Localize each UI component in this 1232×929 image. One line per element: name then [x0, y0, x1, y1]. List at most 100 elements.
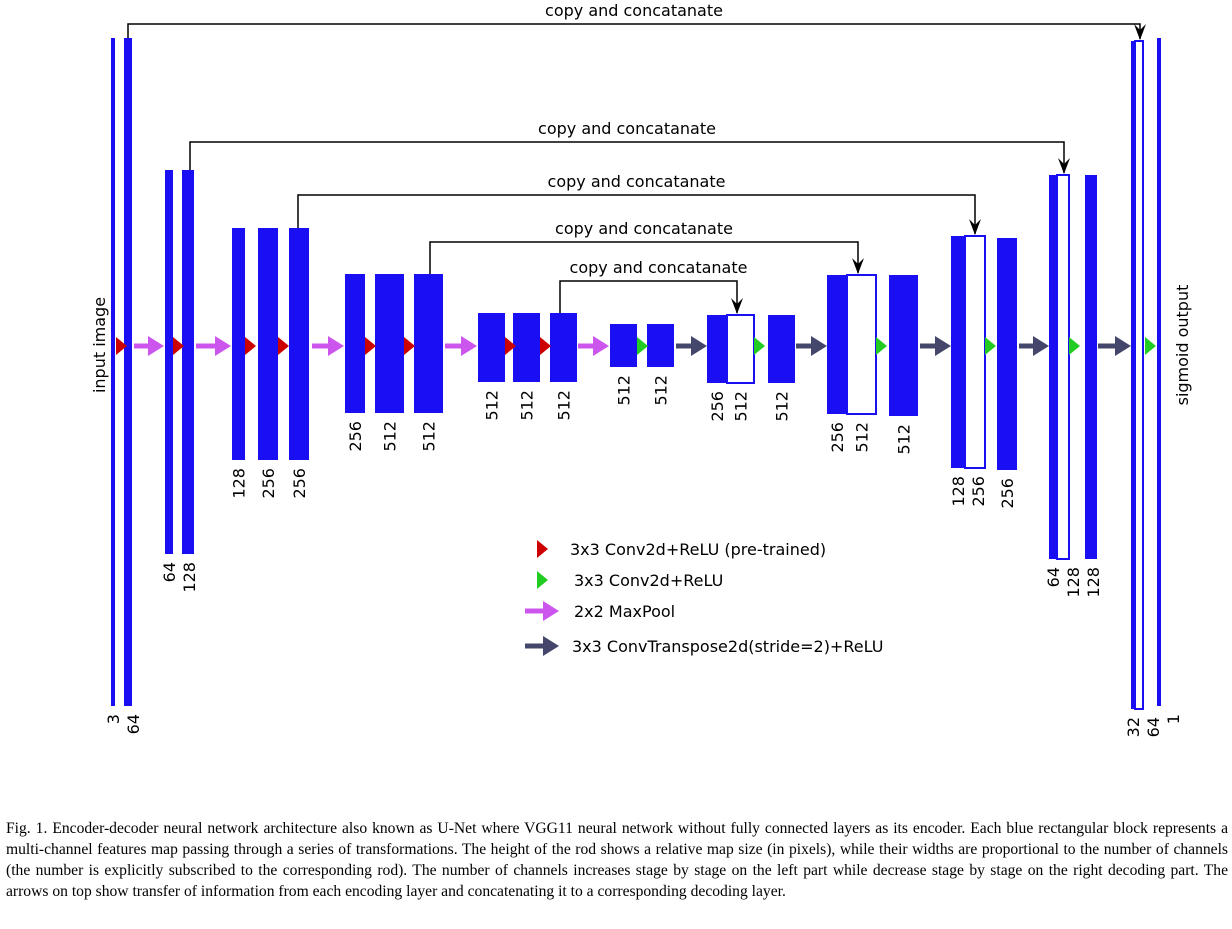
channel-label: 256 — [828, 422, 847, 453]
conv-relu-pretrained-icon — [245, 337, 256, 355]
channel-label: 64 — [124, 714, 143, 734]
channel-label: 512 — [381, 421, 400, 452]
channel-label: 512 — [615, 375, 634, 406]
channel-label: 256 — [259, 468, 278, 499]
channel-label: 128 — [180, 562, 199, 593]
concat-block — [846, 274, 877, 415]
channel-label: 256 — [998, 478, 1017, 509]
conv-relu-pretrained-icon — [540, 337, 551, 355]
conv-relu-icon — [754, 337, 765, 355]
channel-label: 64 — [1144, 717, 1163, 737]
feature-map-block — [414, 274, 443, 413]
channel-label: 512 — [483, 390, 502, 421]
channel-label: 512 — [732, 391, 751, 422]
concat-block — [726, 314, 755, 384]
concat-block — [1056, 174, 1070, 560]
feature-map-block — [1049, 175, 1057, 559]
maxpool-arrow-head — [593, 336, 609, 356]
skip-connection-label: copy and concatanate — [538, 119, 716, 138]
feature-map-block — [165, 170, 173, 554]
legend-conv-relu-icon — [537, 571, 548, 589]
channel-label: 256 — [290, 468, 309, 499]
channel-label: 512 — [555, 390, 574, 421]
skip-connection-arrow — [559, 280, 743, 314]
conv-relu-pretrained-icon — [173, 337, 184, 355]
feature-map-block — [478, 313, 505, 382]
feature-map-block — [647, 324, 674, 367]
channel-label: 64 — [160, 562, 179, 582]
conv-relu-icon — [1145, 337, 1156, 355]
maxpool-arrow-head — [328, 336, 344, 356]
channel-label: 1 — [1164, 714, 1183, 724]
legend-label: 3x3 ConvTranspose2d(stride=2)+ReLU — [572, 637, 883, 656]
feature-map-block — [951, 236, 965, 468]
feature-map-block — [345, 274, 365, 413]
feature-map-block — [550, 313, 577, 382]
conv-relu-pretrained-icon — [116, 337, 127, 355]
input-image-label: input image — [90, 297, 109, 393]
conv-transpose-arrow-head — [1033, 336, 1049, 356]
conv-relu-icon — [876, 337, 887, 355]
skip-connection-label: copy and concatanate — [545, 1, 723, 20]
feature-map-block — [258, 228, 278, 460]
skip-connection-label: copy and concatanate — [555, 219, 733, 238]
channel-label: 256 — [346, 421, 365, 452]
channel-label: 3 — [104, 714, 123, 724]
feature-map-block — [997, 238, 1017, 470]
channel-label: 256 — [708, 391, 727, 422]
channel-label: 512 — [518, 390, 537, 421]
maxpool-arrow-head — [461, 336, 477, 356]
conv-relu-icon — [985, 337, 996, 355]
conv-relu-icon — [1069, 337, 1080, 355]
legend-label: 3x3 Conv2d+ReLU (pre-trained) — [570, 540, 826, 559]
legend-arrow-head — [543, 601, 559, 621]
channel-label: 128 — [949, 476, 968, 507]
skip-connection-label: copy and concatanate — [570, 258, 748, 277]
conv-relu-pretrained-icon — [404, 337, 415, 355]
feature-map-block — [1131, 41, 1135, 709]
skip-connection-arrow — [297, 194, 981, 235]
legend-label: 2x2 MaxPool — [574, 602, 675, 621]
conv-relu-pretrained-icon — [505, 337, 516, 355]
channel-label: 256 — [969, 476, 988, 507]
unet-diagram: input image sigmoid output copy and conc… — [90, 1, 1192, 737]
feature-map-block — [232, 228, 245, 460]
conv-transpose-arrow-head — [1115, 336, 1131, 356]
legend-label: 3x3 Conv2d+ReLU — [574, 571, 723, 590]
feature-map-block — [610, 324, 637, 367]
feature-map-block — [289, 228, 309, 460]
feature-map-block — [124, 38, 132, 706]
feature-map-block — [513, 313, 540, 382]
feature-map-block — [827, 275, 847, 414]
figure-caption: Fig. 1. Encoder-decoder neural network a… — [6, 820, 1228, 900]
channel-label: 64 — [1044, 567, 1063, 587]
legend-arrow-head — [543, 636, 559, 656]
channel-label: 512 — [853, 422, 872, 453]
sigmoid-output-label: sigmoid output — [1173, 285, 1192, 406]
conv-transpose-arrow-head — [811, 336, 827, 356]
conv-transpose-arrow-head — [935, 336, 951, 356]
concat-block — [964, 235, 986, 469]
channel-label: 128 — [230, 468, 249, 499]
feature-map-block — [1157, 38, 1161, 706]
conv-relu-pretrained-icon — [278, 337, 289, 355]
skip-connection-label: copy and concatanate — [548, 172, 726, 191]
feature-map-block — [707, 315, 727, 383]
feature-map-block — [1085, 175, 1097, 559]
conv-transpose-arrow-head — [691, 336, 707, 356]
concat-block — [1134, 40, 1144, 710]
maxpool-arrow-head — [148, 336, 164, 356]
channel-label: 512 — [773, 391, 792, 422]
channel-label: 512 — [420, 421, 439, 452]
skip-connection-arrow — [189, 141, 1070, 174]
channel-label: 512 — [895, 424, 914, 455]
feature-map-block — [375, 274, 404, 413]
conv-relu-icon — [637, 337, 648, 355]
feature-map-block — [111, 38, 115, 706]
skip-connection-arrow — [429, 241, 864, 274]
channel-label: 128 — [1064, 567, 1083, 598]
maxpool-arrow-head — [215, 336, 231, 356]
channel-label: 128 — [1084, 567, 1103, 598]
skip-connection-arrow — [127, 23, 1146, 40]
feature-map-block — [182, 170, 194, 554]
